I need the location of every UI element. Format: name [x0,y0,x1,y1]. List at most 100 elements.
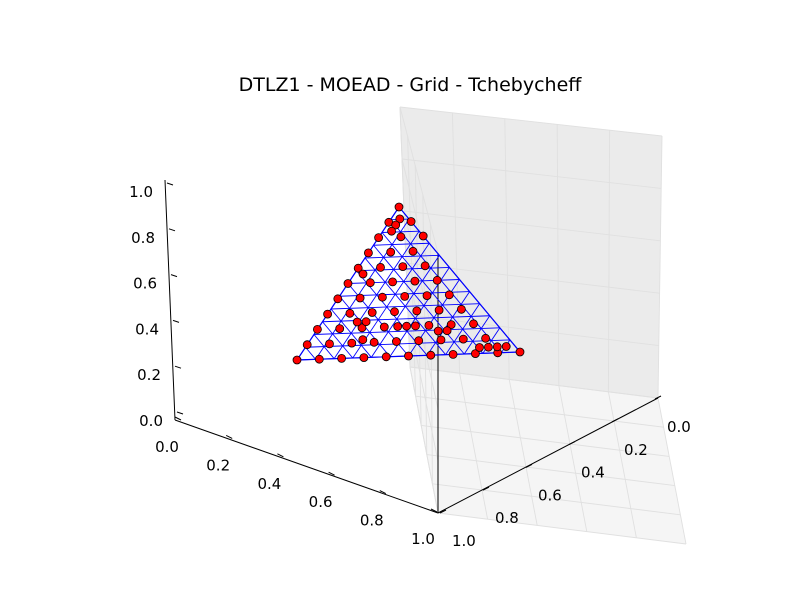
data-point [414,336,424,346]
z-tick-label: 0.0 [139,412,163,430]
mesh-line [313,334,335,359]
grid-line [399,106,439,254]
data-point [394,202,404,212]
data-point [448,349,458,359]
data-point [418,231,428,241]
data-point [314,354,324,364]
z-tick [176,411,184,415]
grid-line [409,366,659,399]
mesh-line [305,339,510,348]
data-point [492,342,502,352]
grid-line [399,106,663,137]
data-point [469,319,478,329]
data-point [395,214,405,224]
data-point [412,306,422,316]
data-point [367,308,377,317]
data-point [442,326,452,336]
data-point [515,347,525,357]
data-point [335,324,345,334]
x-axis-line [174,419,439,514]
data-point [456,304,466,314]
chart-title: DTLZ1 - MOEAD - Grid - Tchebycheff [239,74,583,96]
z-tick-label: 0.6 [133,275,157,293]
grid-line [607,391,637,538]
mesh-line [315,218,410,360]
grid-line [607,130,611,392]
x-tick [430,508,438,513]
data-point [481,333,491,343]
data-point [312,324,322,334]
grid-line [437,512,687,545]
z-tick-label: 0.4 [135,320,159,338]
y-tick-label: 0.8 [495,509,519,527]
data-point [391,337,401,346]
data-point [345,308,355,318]
data-point [398,262,408,272]
mesh-line [330,308,372,358]
data-point [352,317,362,327]
data-point [355,293,365,303]
x-tick-label: 0.8 [360,512,384,530]
data-point [426,350,436,360]
mesh-line [373,242,430,246]
grid-line [407,314,439,462]
data-point [359,353,369,363]
y-tick [525,463,533,468]
x-tick [277,453,284,458]
y-tick [439,509,447,514]
mesh-line [305,346,316,360]
data-point [357,323,367,333]
axis-panes [400,107,686,544]
data-point [365,278,375,288]
data-point [406,217,416,226]
data-point [422,291,432,301]
data-point [361,317,371,327]
y-tick-label: 0.6 [538,486,562,504]
data-point [333,294,343,304]
data-point [337,353,347,363]
data-point [381,352,391,362]
grid-line [556,124,560,386]
z-tick-label: 1.0 [129,183,153,201]
data-point [408,246,418,256]
data-point [432,275,442,285]
grid-line [657,397,687,545]
data-point [374,233,384,243]
grid-line [407,136,417,397]
z-tick [174,365,182,369]
grid-line [459,373,489,520]
y-tick [568,441,576,446]
data-point [424,320,434,330]
data-point [501,342,511,351]
mesh-line [373,244,465,355]
x-tick [174,416,182,421]
data-point [377,292,387,302]
data-point [393,322,403,331]
y-tick-label: 0.0 [667,418,691,436]
data-point [369,337,379,347]
data-point [353,263,363,273]
x-tick-label: 0.6 [309,493,333,511]
x-tick [379,490,387,495]
y-tick [482,486,490,491]
data-point [343,279,353,288]
grid-line [403,210,661,242]
grid-line [409,366,439,514]
grid-line [558,385,588,532]
data-point [358,269,368,279]
grid-line [405,262,660,294]
data-point [446,320,456,330]
grid-line [401,158,662,189]
data-point [379,322,389,332]
mesh-line [322,315,490,323]
data-point [323,309,333,319]
data-point [388,277,398,287]
mesh-line [322,321,354,359]
axes [164,179,659,514]
data-point [302,340,312,350]
grid-line [414,165,422,426]
data-point [420,261,430,271]
data-point [325,339,334,349]
y-tick-label: 0.2 [624,441,648,459]
